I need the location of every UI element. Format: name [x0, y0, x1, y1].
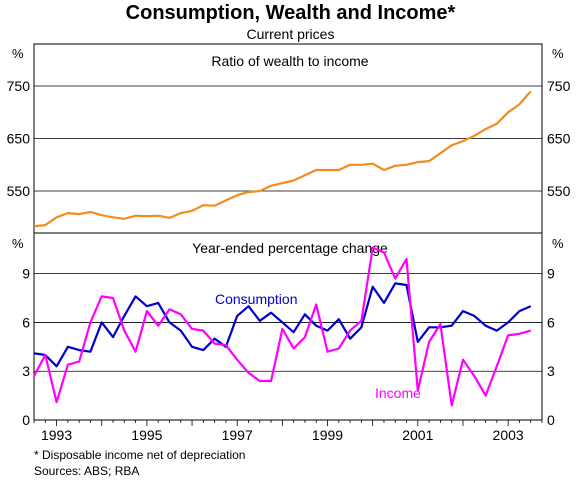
upper-y-tick-label-right: 750 — [547, 78, 571, 94]
lower-panel-title: Year-ended percentage change — [192, 240, 388, 256]
lower-panel-frame — [33, 232, 543, 421]
lower-y-tick-label-left: 0 — [22, 412, 30, 428]
lower-y-tick-label-right: 0 — [547, 412, 555, 428]
lower-y-tick-label-right: 3 — [547, 363, 555, 379]
upper-panel-title: Ratio of wealth to income — [211, 53, 368, 69]
consumption-series-label: Consumption — [215, 291, 298, 307]
upper-panel: Ratio of wealth to income % % 550 550 650 6… — [7, 43, 571, 234]
upper-y-tick-label-left: 550 — [7, 183, 31, 199]
upper-y-tick-label-right: 550 — [547, 183, 571, 199]
lower-y-tick-label-left: 9 — [22, 266, 30, 282]
upper-right-unit-label: % — [552, 46, 564, 61]
x-tick-label: 1999 — [312, 427, 343, 443]
chart-subtitle: Current prices — [246, 26, 335, 42]
upper-left-unit-label: % — [12, 46, 24, 61]
x-tick-label: 1997 — [222, 427, 253, 443]
upper-y-tick-label-right: 650 — [547, 131, 571, 147]
x-tick-label: 2003 — [493, 427, 524, 443]
upper-y-tick-label-left: 650 — [7, 131, 31, 147]
lower-y-tick-label-right: 9 — [547, 266, 555, 282]
x-tick-label: 1995 — [131, 427, 162, 443]
wealth-ratio-series-line — [33, 90, 532, 228]
lower-y-tick-label-left: 3 — [22, 363, 30, 379]
lower-right-unit-label: % — [552, 236, 564, 251]
notes: * Disposable income net of depreciation … — [34, 447, 245, 479]
consumption-series-line — [33, 282, 532, 368]
chart-title: Consumption, Wealth and Income* — [125, 2, 456, 24]
sources-note: Sources: ABS; RBA — [34, 464, 140, 478]
lower-left-unit-label: % — [12, 236, 24, 251]
x-tick-label: 1993 — [41, 427, 72, 443]
upper-y-tick-label-left: 750 — [7, 78, 31, 94]
lower-y-tick-label-left: 6 — [22, 314, 30, 330]
income-series-line — [33, 246, 531, 407]
x-axis: 1993 1995 1997 1999 2001 2003 — [33, 420, 543, 443]
lower-y-tick-label-right: 6 — [547, 314, 555, 330]
income-series-label: Income — [375, 385, 421, 401]
lower-panel: Year-ended percentage change % % 0 0 3 3 6 6 9… — [12, 232, 564, 428]
x-tick-label: 2001 — [402, 427, 433, 443]
footnote: * Disposable income net of depreciation — [34, 448, 246, 462]
